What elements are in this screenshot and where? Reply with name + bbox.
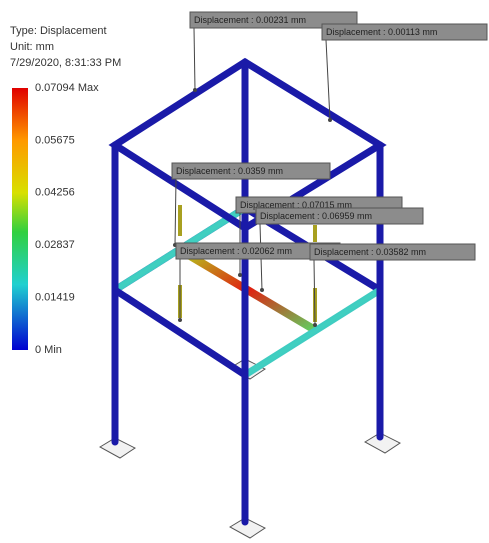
type-label: Type: Displacement (10, 25, 107, 37)
probe-point (260, 288, 264, 292)
probe-point (193, 88, 197, 92)
probe-point (238, 273, 242, 277)
probes: Displacement : 0.00231 mm Displacement : … (172, 12, 487, 327)
scale-label: 0 Min (35, 344, 62, 356)
probe-point (178, 318, 182, 322)
legend: Type: Displacement Unit: mm 7/29/2020, 8… (10, 25, 121, 356)
scale-label: 0.07094 Max (35, 82, 99, 94)
probe-label: Displacement : 0.06959 mm (260, 211, 372, 221)
probe-label: Displacement : 0.0359 mm (176, 166, 283, 176)
probe-label: Displacement : 0.03582 mm (314, 247, 426, 257)
scale-label: 0.04256 (35, 187, 75, 199)
leader-line (326, 40, 330, 120)
color-bar (12, 88, 28, 350)
result-view: Type: Displacement Unit: mm 7/29/2020, 8… (0, 0, 489, 543)
timestamp: 7/29/2020, 8:31:33 PM (10, 57, 121, 69)
leader-line (175, 179, 176, 245)
frame (100, 62, 400, 538)
probe-label: Displacement : 0.00231 mm (194, 15, 306, 25)
leader-line (194, 28, 195, 90)
probe-label: Displacement : 0.02062 mm (180, 246, 292, 256)
scale-label: 0.05675 (35, 134, 75, 146)
probe-point (313, 323, 317, 327)
unit-label: Unit: mm (10, 41, 54, 53)
scale-label: 0.02837 (35, 239, 75, 251)
probe-label: Displacement : 0.00113 mm (326, 27, 437, 37)
probe-point (328, 118, 332, 122)
scale-label: 0.01419 (35, 292, 75, 304)
